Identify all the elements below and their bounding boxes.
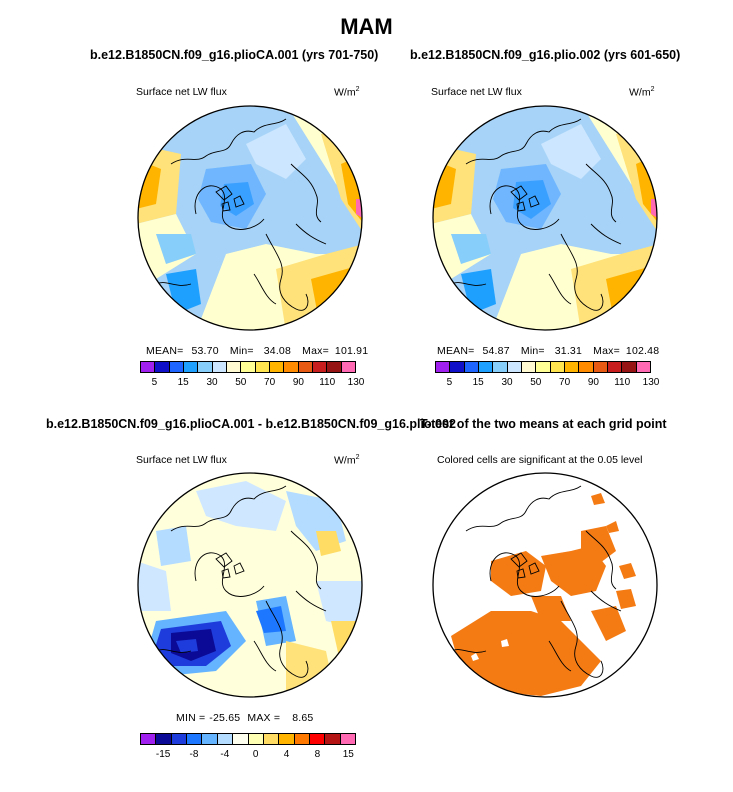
polar-map-top-right [432, 105, 658, 331]
panel-subtitle-bottom-right: Colored cells are significant at the 0.0… [437, 454, 643, 466]
colorbar-swatch [233, 734, 249, 744]
colorbar-tick-label: 70 [264, 377, 276, 388]
colorbar-swatch [436, 362, 451, 372]
colorbar-tick-label: 130 [347, 377, 365, 388]
units-label-bottom-left: W/m2 [334, 454, 360, 467]
colorbar-swatch [187, 734, 203, 744]
figure-title: MAM [340, 14, 393, 39]
colorbar-tick-label: -4 [220, 749, 230, 760]
colorbar-top-right [435, 361, 651, 373]
colorbar-swatch [156, 734, 172, 744]
colorbar-swatch [212, 362, 227, 372]
colorbar-tick-label: 8 [314, 749, 321, 760]
colorbar-swatch [550, 362, 565, 372]
units-label-top-left: W/m2 [334, 86, 360, 99]
colorbar-swatch [269, 362, 285, 372]
colorbar-swatch [493, 362, 508, 372]
colorbar-swatch [171, 734, 188, 744]
stats-bottom-left: MIN = -25.65 MAX = 8.65 [176, 712, 314, 724]
colorbar-tick-label: 70 [559, 377, 571, 388]
colorbar-swatch [579, 362, 594, 372]
colorbar-bottom-left [140, 733, 356, 745]
colorbar-swatch [593, 362, 608, 372]
colorbar-tick-label: 30 [501, 377, 513, 388]
colorbar-tick-label: 50 [235, 377, 247, 388]
variable-label-top-left: Surface net LW flux [136, 86, 227, 98]
colorbar-tick-label: 30 [206, 377, 218, 388]
colorbar-tick-label: -8 [189, 749, 199, 760]
colorbar-swatch [298, 362, 313, 372]
colorbar-swatch [341, 362, 355, 372]
panel-title-bottom-right: T-test of the two means at each grid poi… [420, 417, 667, 431]
colorbar-tick-label: 4 [283, 749, 290, 760]
colorbar-tick-label: 5 [151, 377, 158, 388]
colorbar-tick-label: 0 [252, 749, 259, 760]
colorbar-swatch [241, 362, 256, 372]
colorbar-tick-label: 130 [642, 377, 660, 388]
colorbar-swatch [521, 362, 537, 372]
colorbar-swatch [450, 362, 465, 372]
colorbar-swatch [202, 734, 218, 744]
colorbar-swatch [183, 362, 199, 372]
colorbar-swatch [169, 362, 184, 372]
colorbar-swatch [636, 362, 650, 372]
colorbar-tick-label: 15 [472, 377, 484, 388]
colorbar-swatch [564, 362, 580, 372]
colorbar-swatch [478, 362, 494, 372]
colorbar-tick-label: 15 [177, 377, 189, 388]
colorbar-tick-label: -15 [155, 749, 171, 760]
polar-map-bottom-left [137, 472, 363, 698]
colorbar-tick-label: 50 [530, 377, 542, 388]
polar-map-top-left [137, 105, 363, 331]
colorbar-swatch [141, 734, 157, 744]
colorbar-swatch [294, 734, 310, 744]
colorbar-swatch [217, 734, 234, 744]
colorbar-swatch [284, 362, 299, 372]
colorbar-swatch [248, 734, 264, 744]
colorbar-tick-label: 5 [446, 377, 453, 388]
colorbar-ticks-top-right: 5 15 30 50 70 90 110 130 [435, 377, 660, 391]
colorbar-swatch [464, 362, 479, 372]
colorbar-tick-label: 15 [342, 749, 354, 760]
colorbar-tick-label: 110 [319, 377, 336, 388]
units-label-top-right: W/m2 [629, 86, 655, 99]
colorbar-swatch [536, 362, 551, 372]
colorbar-swatch [255, 362, 270, 372]
colorbar-swatch [155, 362, 170, 372]
colorbar-swatch [340, 734, 356, 744]
colorbar-swatch [309, 734, 326, 744]
colorbar-swatch [312, 362, 328, 372]
colorbar-ticks-bottom-left: -15 -8 -4 0 4 8 15 [140, 749, 356, 763]
polar-map-bottom-right [432, 472, 658, 698]
colorbar-swatch [607, 362, 623, 372]
colorbar-swatch [507, 362, 522, 372]
colorbar-top-left [140, 361, 356, 373]
colorbar-swatch [226, 362, 242, 372]
colorbar-tick-label: 110 [614, 377, 631, 388]
colorbar-ticks-top-left: 5 15 30 50 70 90 110 130 [140, 377, 365, 391]
stats-top-right: MEAN= 54.87 Min= 31.31 Max= 102.48 [437, 345, 660, 357]
stats-top-left: MEAN= 53.70 Min= 34.08 Max= 101.91 [146, 345, 369, 357]
colorbar-tick-label: 90 [587, 377, 599, 388]
variable-label-bottom-left: Surface net LW flux [136, 454, 227, 466]
significance-cells [433, 473, 657, 697]
colorbar-swatch [327, 362, 342, 372]
variable-label-top-right: Surface net LW flux [431, 86, 522, 98]
colorbar-swatch [141, 362, 156, 372]
panel-title-top-left: b.e12.B1850CN.f09_g16.plioCA.001 (yrs 70… [90, 48, 379, 62]
colorbar-swatch [279, 734, 295, 744]
colorbar-swatch [622, 362, 637, 372]
colorbar-swatch [198, 362, 213, 372]
panel-title-top-right: b.e12.B1850CN.f09_g16.plio.002 (yrs 601-… [410, 48, 681, 62]
colorbar-swatch [325, 734, 341, 744]
colorbar-swatch [263, 734, 280, 744]
panel-title-bottom-left: b.e12.B1850CN.f09_g16.plioCA.001 - b.e12… [46, 417, 456, 431]
colorbar-tick-label: 90 [292, 377, 304, 388]
